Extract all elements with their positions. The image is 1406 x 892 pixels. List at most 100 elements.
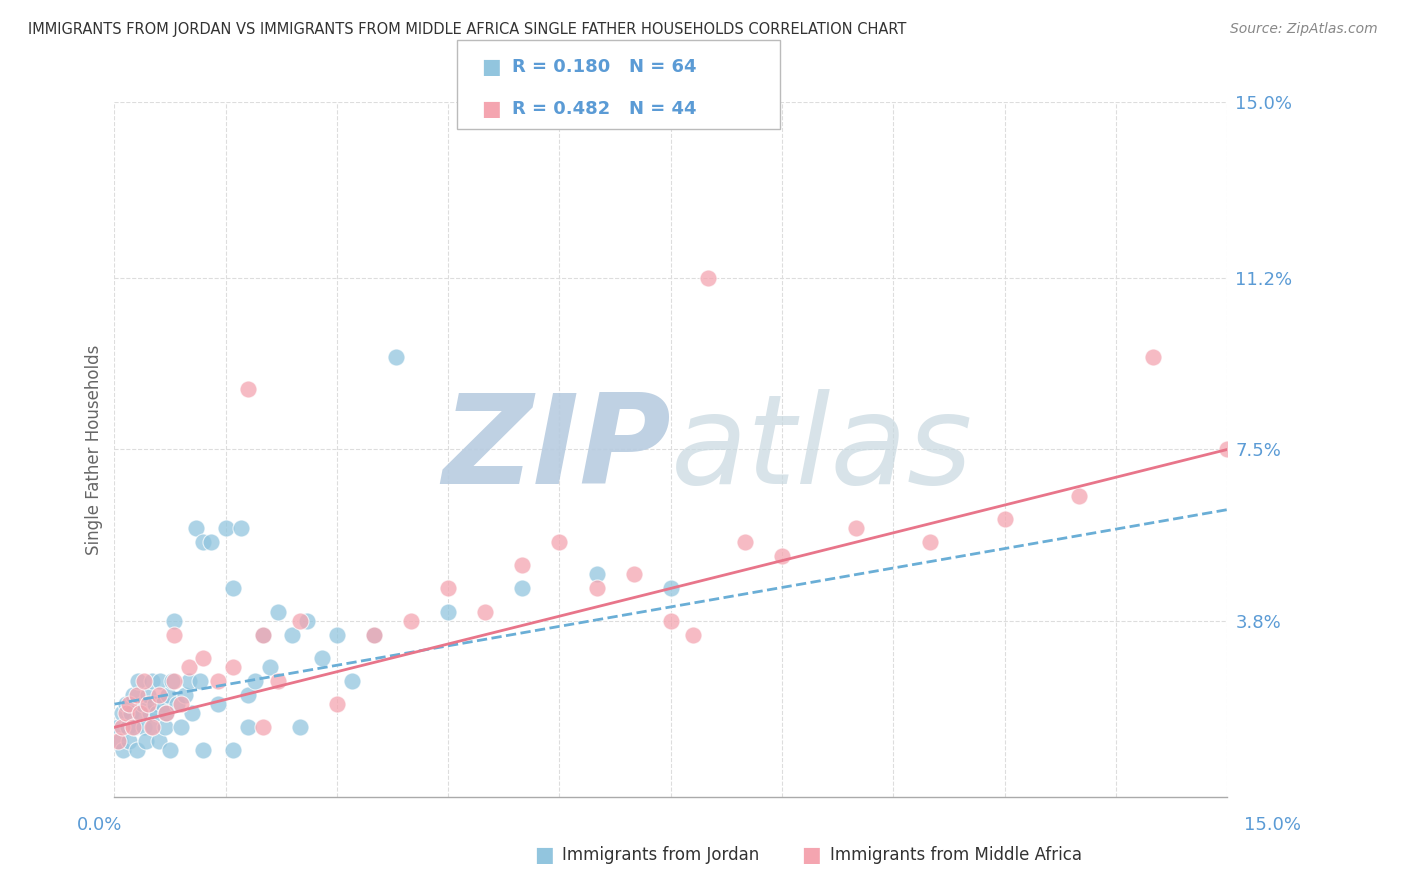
Point [326,628,349,642]
Point [155,706,177,721]
Point [385,350,408,364]
Point [659,582,682,596]
Point [181,706,204,721]
Point [734,535,756,549]
Text: Immigrants from Middle Africa: Immigrants from Middle Africa [830,846,1081,863]
Point [131,697,153,711]
Point [512,558,534,573]
Point [682,628,704,642]
Point [229,521,252,535]
Point [152,697,174,711]
Point [170,720,193,734]
Point [236,720,259,734]
Point [155,706,177,721]
Point [236,382,259,396]
Point [281,628,304,642]
Point [132,673,155,688]
Point [288,720,311,734]
Point [437,582,460,596]
Point [399,614,422,628]
Point [148,688,170,702]
Point [162,673,184,688]
Point [215,521,238,535]
Point [125,743,148,757]
Point [1142,350,1164,364]
Text: 0.0%: 0.0% [77,816,122,834]
Point [112,743,135,757]
Text: Immigrants from Jordan: Immigrants from Jordan [562,846,759,863]
Point [623,567,645,582]
Text: ■: ■ [534,845,554,864]
Point [159,743,181,757]
Point [163,673,186,688]
Point [193,535,215,549]
Point [245,673,267,688]
Point [173,688,195,702]
Point [548,535,571,549]
Point [363,628,385,642]
Text: Source: ZipAtlas.com: Source: ZipAtlas.com [1230,22,1378,37]
Point [207,697,229,711]
Point [696,271,718,285]
Point [107,734,129,748]
Point [143,697,166,711]
Point [266,605,288,619]
Point [170,697,193,711]
Text: IMMIGRANTS FROM JORDAN VS IMMIGRANTS FROM MIDDLE AFRICA SINGLE FATHER HOUSEHOLDS: IMMIGRANTS FROM JORDAN VS IMMIGRANTS FRO… [28,22,907,37]
Point [149,673,172,688]
Text: ■: ■ [801,845,821,864]
Point [163,628,186,642]
Point [132,720,155,734]
Point [326,697,349,711]
Point [125,688,148,702]
Point [141,720,163,734]
Point [177,660,200,674]
Point [920,535,942,549]
Point [512,582,534,596]
Point [259,660,281,674]
Point [222,743,245,757]
Point [252,720,274,734]
Point [111,706,134,721]
Point [1067,489,1090,503]
Point [124,720,146,734]
Point [156,688,179,702]
Point [118,697,141,711]
Point [659,614,682,628]
Point [252,628,274,642]
Point [288,614,311,628]
Point [120,706,142,721]
Text: ■: ■ [481,99,501,119]
Point [129,706,152,721]
Point [993,512,1015,526]
Point [136,697,159,711]
Point [122,688,145,702]
Point [148,734,170,748]
Point [222,582,245,596]
Point [122,720,145,734]
Point [135,734,157,748]
Point [437,605,460,619]
Point [236,688,259,702]
Point [114,697,136,711]
Point [107,720,129,734]
Point [193,743,215,757]
Point [142,720,165,734]
Point [153,720,176,734]
Point [188,673,211,688]
Point [363,628,385,642]
Point [770,549,793,563]
Text: R = 0.482   N = 44: R = 0.482 N = 44 [512,100,696,118]
Point [474,605,496,619]
Point [845,521,868,535]
Point [184,521,207,535]
Text: R = 0.180   N = 64: R = 0.180 N = 64 [512,58,696,76]
Point [266,673,288,688]
Point [252,628,274,642]
Point [297,614,319,628]
Point [141,673,163,688]
Point [118,734,141,748]
Point [585,567,607,582]
Y-axis label: Single Father Households: Single Father Households [86,344,103,555]
Point [340,673,363,688]
